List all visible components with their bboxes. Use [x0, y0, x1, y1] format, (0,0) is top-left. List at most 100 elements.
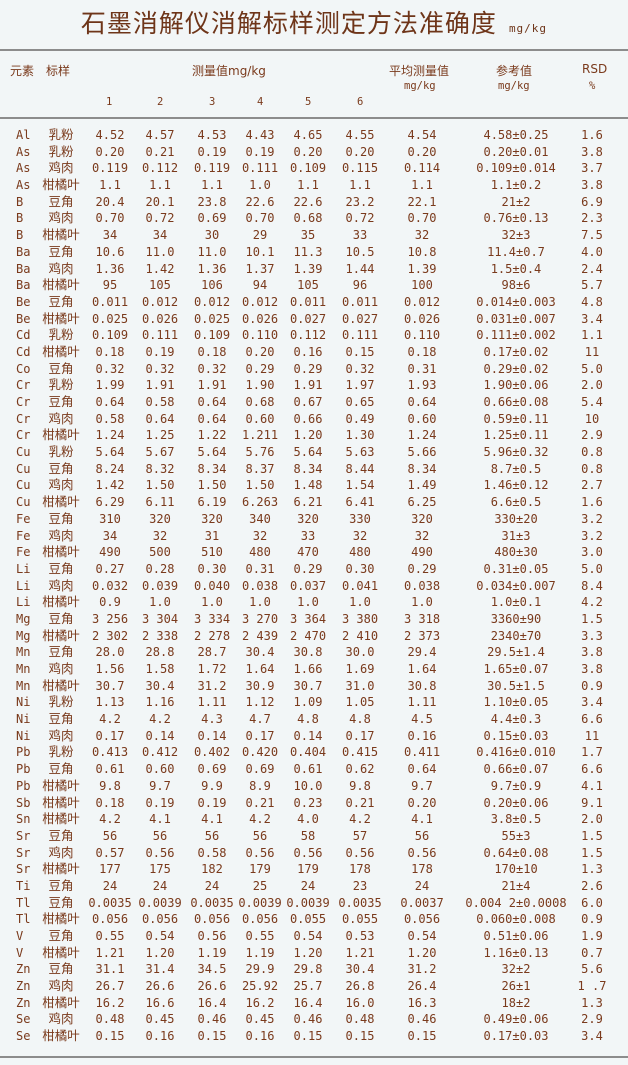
cell-element: Cu	[16, 478, 31, 493]
cell-rep-6: 0.53	[345, 929, 375, 943]
cell-element: Pb	[16, 778, 31, 793]
cell-sample: 豆角	[48, 877, 74, 893]
cell-rep-3: 0.025	[193, 311, 231, 326]
cell-rep-3: 34.5	[197, 962, 227, 977]
cell-element: Pb	[16, 762, 31, 777]
table-row: Tl 柑橘叶 0.056 0.056 0.056 0.056 0.055 0.055 0.056…	[0, 911, 628, 928]
cell-rep-2: 1.91	[145, 378, 175, 393]
cell-element: Cd	[16, 328, 31, 343]
cell-rep-3: 1.91	[197, 378, 227, 393]
cell-rep-3: 4.53	[197, 128, 227, 142]
cell-rep-1: 0.413	[91, 745, 129, 760]
cell-sample: 柑橘叶	[42, 310, 80, 326]
cell-rep-5: 0.037	[289, 578, 327, 593]
cell-average: 9.7	[411, 778, 433, 793]
cell-element: Sr	[16, 862, 31, 877]
cell-rep-5: 0.68	[293, 211, 323, 226]
cell-rep-2: 32	[152, 528, 168, 543]
cell-reference: 5.96±0.32	[483, 445, 549, 460]
cell-reference: 480±30	[494, 545, 538, 560]
cell-rep-2: 9.7	[149, 778, 171, 793]
cell-sample: 鸡肉	[48, 577, 74, 593]
cell-rep-6: 26.8	[345, 979, 375, 994]
cell-rep-2: 0.111	[141, 328, 179, 343]
cell-element: Be	[16, 311, 31, 326]
cell-reference: 31±3	[501, 528, 531, 543]
cell-rep-3: 0.69	[197, 211, 227, 226]
cell-element: Zn	[16, 995, 31, 1010]
cell-average: 1.24	[407, 428, 437, 443]
cell-rsd: 6.6	[581, 762, 603, 777]
table-row: Al 乳粉 4.52 4.57 4.53 4.43 4.65 4.55 4.54 4.58±0.2…	[0, 127, 628, 144]
cell-rep-6: 0.17	[345, 728, 375, 743]
cell-element: Mn	[16, 645, 31, 660]
cell-rep-3: 1.0	[201, 595, 223, 610]
cell-rep-2: 34	[152, 228, 168, 243]
table-row: Sr 豆角 56 56 56 56 58 57 56 55±3 1.5	[0, 828, 628, 845]
cell-sample: 柑橘叶	[42, 794, 80, 810]
cell-rep-2: 2 338	[141, 628, 179, 643]
cell-rep-5: 58	[300, 828, 316, 843]
table-row: Cu 柑橘叶 6.29 6.11 6.19 6.263 6.21 6.41 6.25 6.6±0.…	[0, 494, 628, 511]
table-row: Cu 豆角 8.24 8.32 8.34 8.37 8.34 8.44 8.34 8.7±0.5 0…	[0, 461, 628, 478]
cell-rsd: 6.9	[581, 194, 603, 209]
cell-rep-6: 23	[352, 878, 368, 893]
cell-element: Ti	[16, 878, 31, 893]
cell-sample: 乳粉	[48, 694, 74, 710]
cell-average: 0.29	[407, 561, 437, 576]
cell-rep-2: 1.0	[149, 595, 171, 610]
cell-rep-6: 0.49	[345, 411, 375, 426]
cell-rep-5: 0.112	[289, 328, 327, 343]
cell-average: 0.70	[407, 211, 437, 226]
cell-rsd: 3.8	[581, 662, 603, 676]
cell-average: 4.54	[407, 128, 437, 142]
title-text: 石墨消解仪消解标样测定方法准确度	[80, 9, 497, 38]
cell-rep-4: 0.012	[241, 294, 279, 309]
cell-average: 0.0037	[400, 895, 444, 910]
cell-element: Fe	[16, 545, 31, 560]
cell-rep-5: 10.0	[293, 778, 323, 793]
cell-reference: 0.59±0.11	[483, 411, 549, 426]
cell-rep-3: 1.72	[197, 662, 227, 676]
cell-reference: 0.31±0.05	[483, 561, 549, 576]
cell-rsd: 5.7	[581, 278, 603, 293]
table-row: Cr 豆角 0.64 0.58 0.64 0.68 0.67 0.65 0.64 0.66±0.0…	[0, 394, 628, 411]
cell-rep-1: 3 256	[91, 611, 129, 626]
cell-element: Zn	[16, 962, 31, 977]
cell-sample: 豆角	[48, 460, 74, 476]
cell-rep-3: 26.6	[197, 979, 227, 994]
cell-rep-2: 6.11	[145, 495, 175, 510]
cell-rsd: 3.4	[581, 695, 603, 710]
cell-rep-1: 24	[102, 878, 118, 893]
cell-rep-5: 1.20	[293, 945, 323, 960]
cell-rep-4: 0.111	[241, 161, 279, 176]
cell-rep-4: 0.026	[241, 311, 279, 326]
cell-rep-3: 106	[201, 278, 223, 293]
cell-reference: 3360±90	[490, 611, 542, 626]
cell-rep-1: 28.0	[95, 645, 125, 660]
table-row: Zn 柑橘叶 16.2 16.6 16.4 16.2 16.4 16.0 16.3 18±2 1.3	[0, 995, 628, 1012]
cell-rsd: 5.4	[581, 395, 603, 409]
cell-reference: 0.004 2±0.0008	[465, 895, 567, 910]
cell-rep-6: 0.027	[341, 311, 379, 326]
cell-average: 1.1	[411, 178, 433, 193]
cell-rep-3: 31	[204, 528, 220, 543]
cell-rep-1: 16.2	[95, 995, 125, 1010]
cell-rsd: 5.0	[581, 561, 603, 576]
cell-rep-2: 3 304	[141, 611, 179, 626]
cell-rep-4: 5.76	[245, 445, 275, 460]
cell-rep-4: 2 439	[241, 628, 279, 643]
cell-rep-4: 0.60	[245, 411, 275, 426]
cell-reference: 11.4±0.7	[487, 244, 545, 259]
cell-average: 1.11	[407, 695, 437, 710]
cell-reference: 1.10±0.05	[483, 695, 549, 710]
cell-reference: 6.6±0.5	[490, 495, 542, 510]
cell-sample: 鸡肉	[48, 527, 74, 543]
cell-element: Sr	[16, 828, 31, 843]
cell-rep-1: 0.32	[95, 361, 125, 376]
cell-rsd: 3.8	[581, 178, 603, 193]
cell-rep-5: 6.21	[293, 495, 323, 510]
cell-average: 1.39	[407, 261, 437, 276]
cell-reference: 0.060±0.008	[476, 912, 556, 927]
cell-rep-6: 33	[352, 228, 368, 243]
